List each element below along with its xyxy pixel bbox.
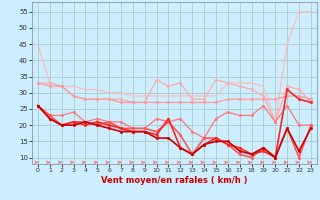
X-axis label: Vent moyen/en rafales ( km/h ): Vent moyen/en rafales ( km/h ) (101, 176, 248, 185)
